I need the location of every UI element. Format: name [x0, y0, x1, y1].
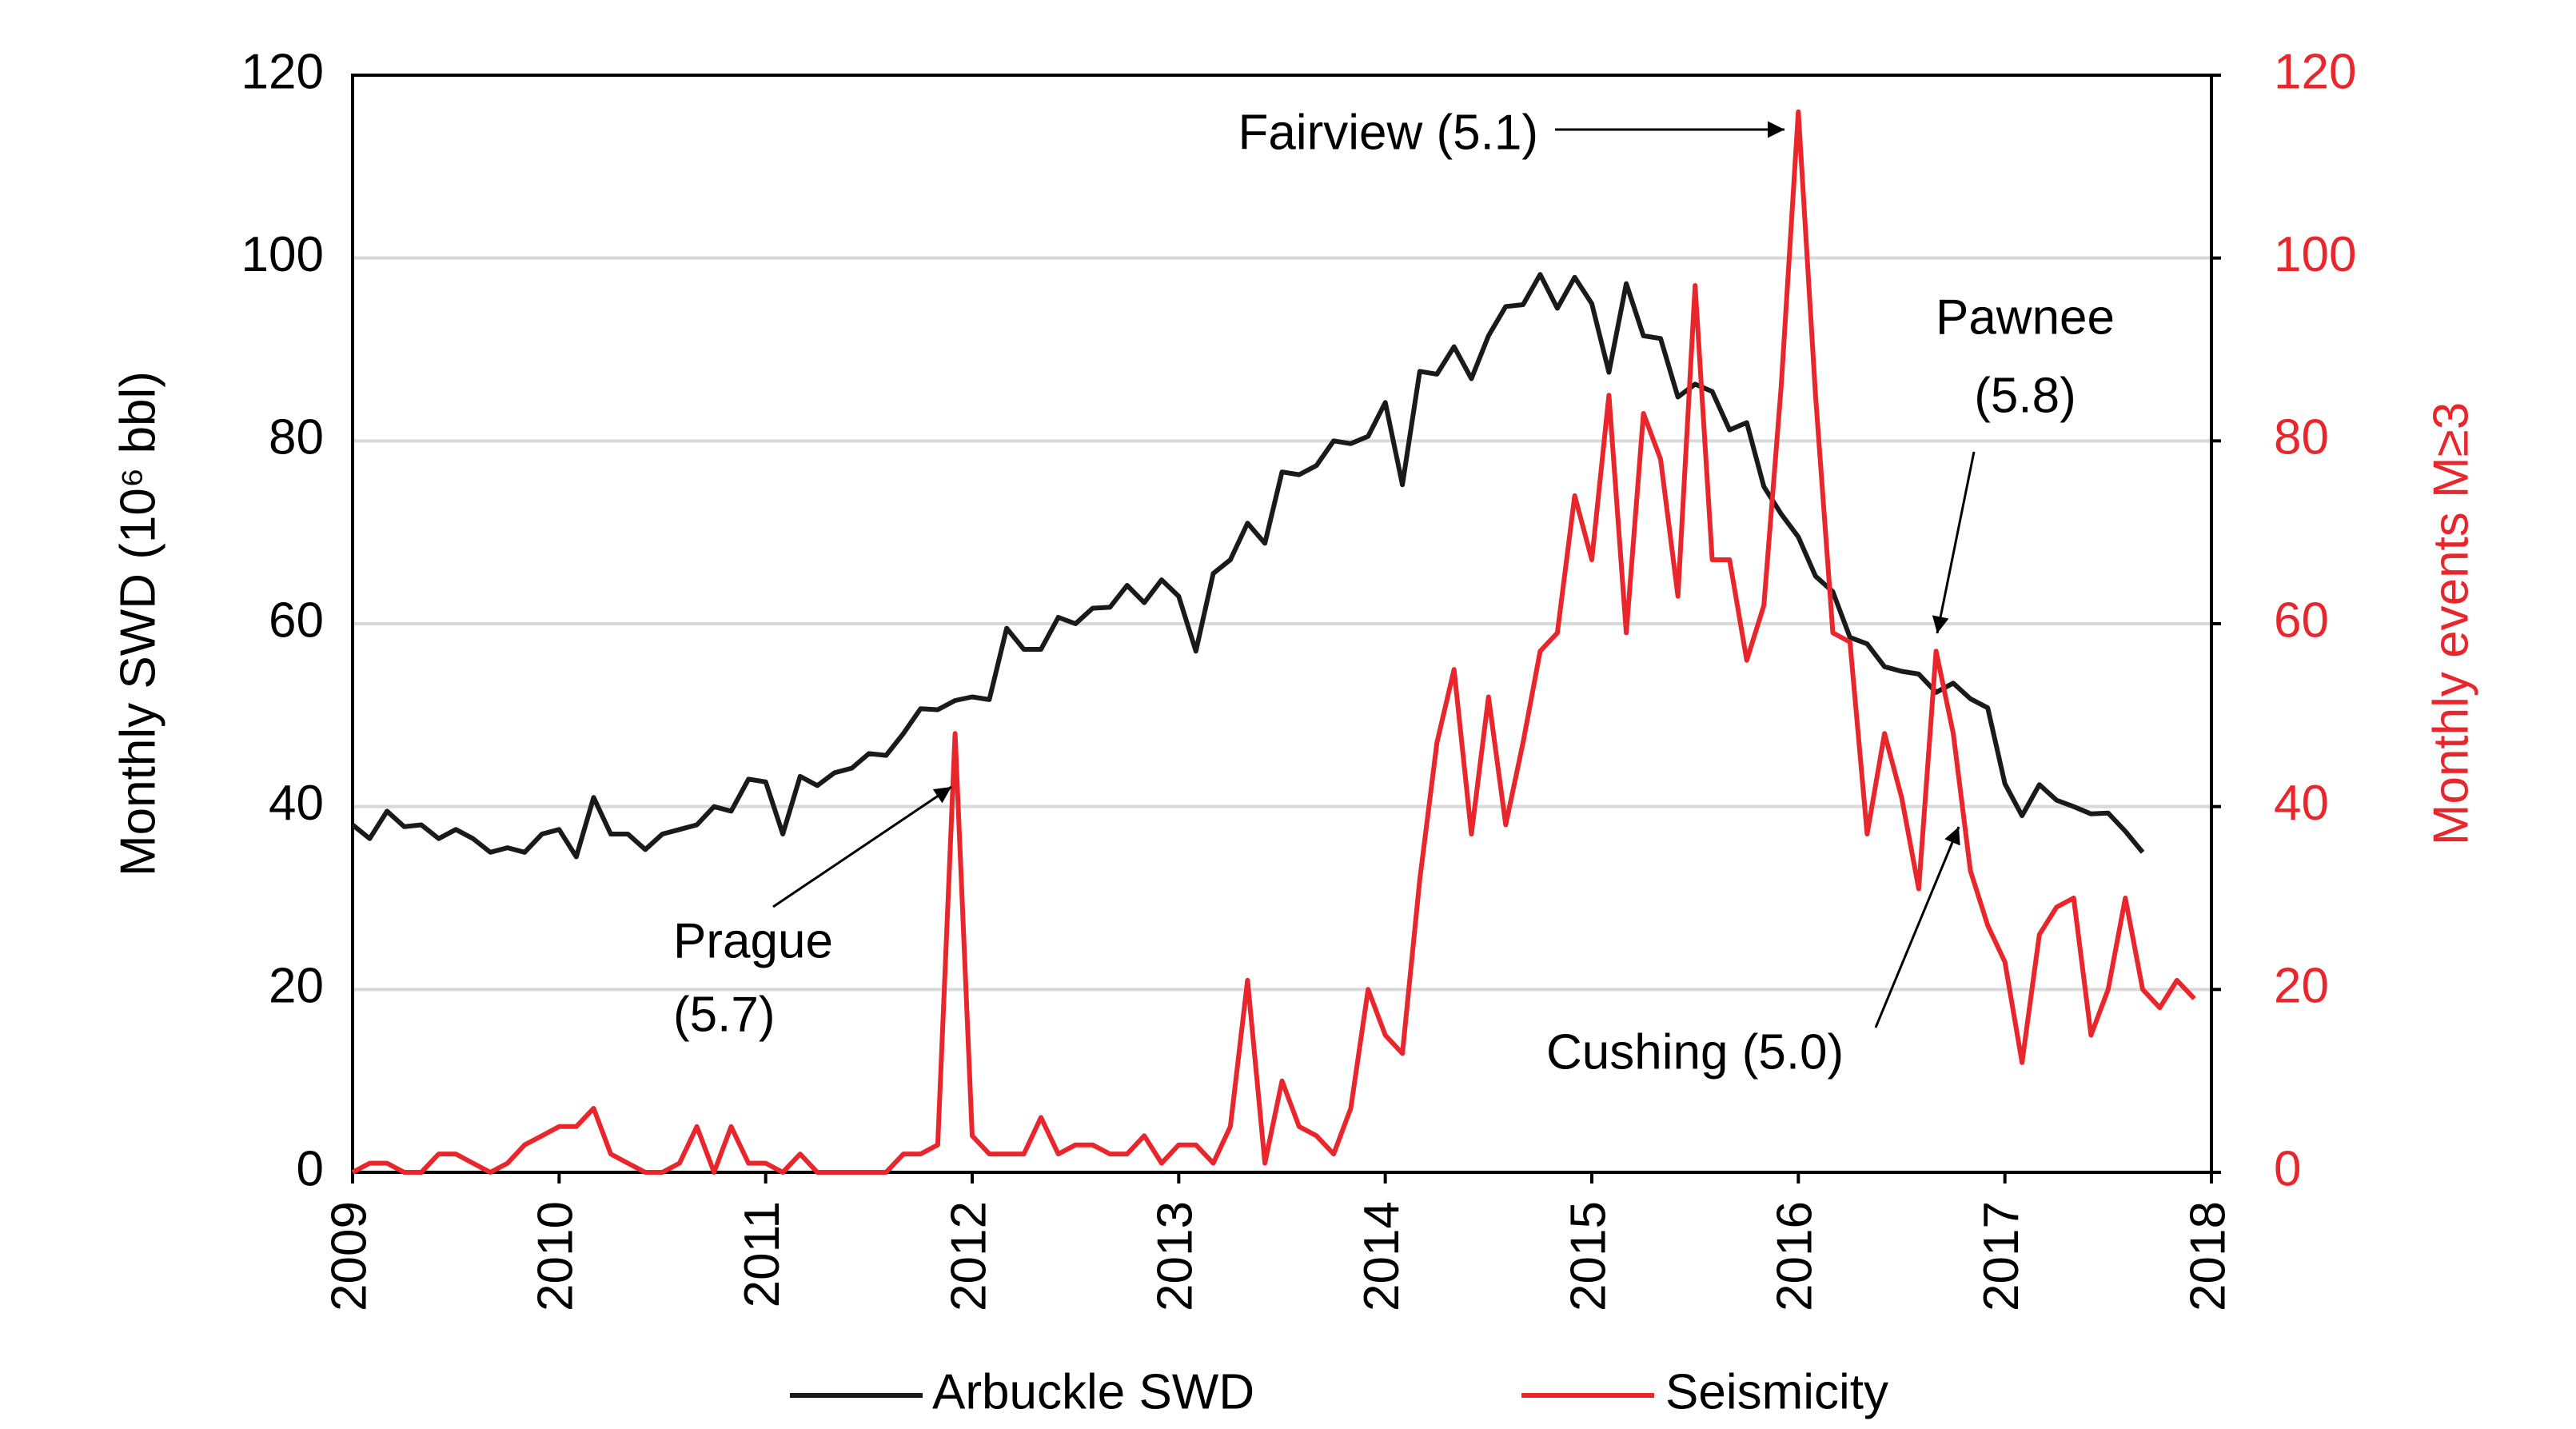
y-tick-label: 120 [241, 44, 324, 99]
plot-frame [351, 74, 2213, 1174]
y-axis-label: Monthly SWD (10⁶ bbl) [110, 371, 165, 876]
y2-tick-label: 100 [2274, 227, 2356, 282]
x-tick-label: 2017 [1974, 1201, 2029, 1311]
annotation-arrow [1874, 826, 1960, 1028]
annotation-arrow [1932, 451, 1976, 634]
data-line [351, 109, 2196, 1175]
annotation: Cushing (5.0) [1546, 1024, 1844, 1080]
x-tick-label: 2009 [321, 1201, 377, 1311]
x-tick-label: 2013 [1148, 1201, 1203, 1311]
y-tick-label: 80 [269, 410, 324, 465]
x-tick-label: 2015 [1561, 1201, 1616, 1311]
y2-tick-label: 20 [2274, 959, 2329, 1014]
y2-tick-label: 80 [2274, 410, 2329, 465]
y2-tick-label: 40 [2274, 776, 2329, 831]
annotation: (5.8) [1974, 368, 2076, 423]
y-tick-label: 100 [241, 227, 324, 282]
x-tick-label: 2011 [735, 1201, 790, 1307]
x-tick-label: 2018 [2180, 1201, 2235, 1311]
data-line [351, 272, 2145, 860]
y2-tick-label: 0 [2274, 1141, 2301, 1196]
x-tick-label: 2012 [941, 1201, 996, 1311]
annotation-arrow [772, 785, 952, 908]
x-tick-label: 2014 [1354, 1201, 1410, 1311]
annotation: Prague [673, 913, 833, 968]
legend-label: Arbuckle SWD [932, 1364, 1254, 1419]
y2-tick-label: 60 [2274, 593, 2329, 648]
annotation: Pawnee [1936, 289, 2115, 345]
y2-tick-label: 120 [2274, 44, 2356, 99]
x-tick-label: 2016 [1768, 1201, 1823, 1311]
y-tick-label: 60 [269, 593, 324, 648]
y-tick-label: 20 [269, 959, 324, 1014]
x-tick-label: 2010 [528, 1201, 584, 1311]
y-tick-label: 40 [269, 776, 324, 831]
annotation: (5.7) [673, 987, 775, 1042]
legend-label: Seismicity [1665, 1364, 1888, 1419]
annotation: Fairview (5.1) [1238, 105, 1538, 160]
y-tick-label: 0 [297, 1141, 324, 1196]
y2-axis-label: Monthly events M≥3 [2423, 402, 2478, 845]
